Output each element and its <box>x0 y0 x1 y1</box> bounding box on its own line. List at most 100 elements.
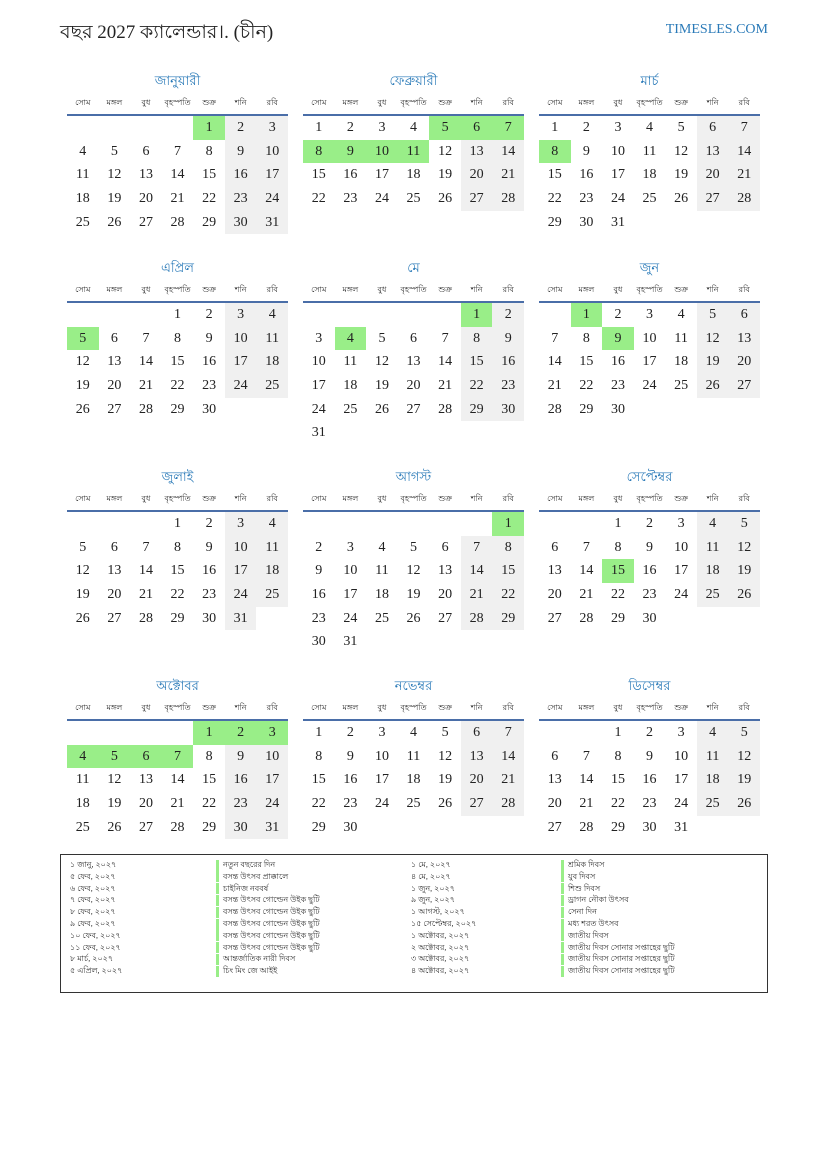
day-cell[interactable]: 2 <box>646 516 654 531</box>
day-cell[interactable]: 19 <box>406 587 421 603</box>
holiday-day[interactable]: 5 <box>67 326 99 351</box>
day-cell[interactable]: 20 <box>728 350 761 375</box>
day-cell[interactable]: 7 <box>582 748 590 764</box>
day-cell[interactable]: 20 <box>406 378 421 394</box>
day-cell[interactable]: 18 <box>696 559 729 584</box>
day-cell[interactable]: 25 <box>642 191 657 207</box>
day-cell[interactable]: 1 <box>614 725 622 740</box>
day-cell[interactable]: 12 <box>696 326 729 351</box>
day-cell[interactable]: 4 <box>410 120 418 135</box>
day-cell[interactable]: 5 <box>696 303 729 327</box>
day-cell[interactable]: 26 <box>438 191 453 207</box>
day-cell[interactable]: 27 <box>406 401 421 417</box>
day-cell[interactable]: 11 <box>256 535 289 560</box>
day-cell[interactable]: 16 <box>642 563 657 579</box>
holiday-day[interactable]: 15 <box>602 559 634 584</box>
day-cell[interactable]: 17 <box>674 772 689 788</box>
day-cell[interactable]: 26 <box>75 401 90 417</box>
day-cell[interactable]: 13 <box>460 744 493 769</box>
day-cell[interactable]: 25 <box>406 796 421 812</box>
day-cell[interactable]: 28 <box>138 401 153 417</box>
day-cell[interactable]: 23 <box>343 191 358 207</box>
day-cell[interactable]: 22 <box>610 796 625 812</box>
day-cell[interactable]: 27 <box>547 610 562 626</box>
day-cell[interactable]: 26 <box>728 583 761 607</box>
day-cell[interactable]: 18 <box>642 167 657 183</box>
day-cell[interactable]: 28 <box>492 792 525 816</box>
day-cell[interactable]: 7 <box>492 721 525 745</box>
day-cell[interactable]: 23 <box>202 378 217 394</box>
day-cell[interactable]: 2 <box>614 307 622 322</box>
day-cell[interactable]: 8 <box>205 748 213 764</box>
day-cell[interactable]: 22 <box>202 796 217 812</box>
day-cell[interactable]: 4 <box>696 512 729 536</box>
holiday-day[interactable]: 1 <box>460 303 493 327</box>
day-cell[interactable]: 29 <box>311 819 326 835</box>
day-cell[interactable]: 10 <box>343 563 358 579</box>
day-cell[interactable]: 15 <box>610 772 625 788</box>
day-cell[interactable]: 3 <box>677 725 685 740</box>
day-cell[interactable]: 12 <box>374 354 389 370</box>
day-cell[interactable]: 14 <box>438 354 453 370</box>
day-cell[interactable]: 16 <box>492 350 525 375</box>
day-cell[interactable]: 24 <box>224 583 257 607</box>
day-cell[interactable]: 13 <box>138 167 153 183</box>
day-cell[interactable]: 29 <box>460 397 493 422</box>
day-cell[interactable]: 8 <box>174 330 182 346</box>
day-cell[interactable]: 12 <box>75 563 90 579</box>
day-cell[interactable]: 18 <box>406 772 421 788</box>
day-cell[interactable]: 16 <box>642 772 657 788</box>
holiday-day[interactable]: 9 <box>334 139 367 164</box>
day-cell[interactable]: 5 <box>677 120 685 135</box>
day-cell[interactable]: 23 <box>610 378 625 394</box>
day-cell[interactable]: 11 <box>375 563 389 579</box>
day-cell[interactable]: 7 <box>582 539 590 555</box>
day-cell[interactable]: 20 <box>138 796 153 812</box>
day-cell[interactable]: 10 <box>224 535 257 560</box>
day-cell[interactable]: 14 <box>579 563 594 579</box>
day-cell[interactable]: 11 <box>696 744 729 769</box>
day-cell[interactable]: 29 <box>170 610 185 626</box>
day-cell[interactable]: 28 <box>138 610 153 626</box>
day-cell[interactable]: 30 <box>311 634 326 650</box>
holiday-day[interactable]: 5 <box>429 116 461 140</box>
day-cell[interactable]: 30 <box>642 819 657 835</box>
day-cell[interactable]: 23 <box>224 792 257 816</box>
day-cell[interactable]: 16 <box>202 354 217 370</box>
day-cell[interactable]: 16 <box>343 167 358 183</box>
day-cell[interactable]: 9 <box>205 330 213 346</box>
day-cell[interactable]: 3 <box>378 120 386 135</box>
day-cell[interactable]: 14 <box>579 772 594 788</box>
day-cell[interactable]: 23 <box>343 796 358 812</box>
day-cell[interactable]: 30 <box>224 210 257 235</box>
site-link[interactable]: TIMESLES.COM <box>665 22 768 37</box>
day-cell[interactable]: 27 <box>696 187 729 211</box>
day-cell[interactable]: 30 <box>492 397 525 422</box>
day-cell[interactable]: 26 <box>438 796 453 812</box>
day-cell[interactable]: 27 <box>547 819 562 835</box>
day-cell[interactable]: 2 <box>205 516 213 531</box>
day-cell[interactable]: 15 <box>579 354 594 370</box>
day-cell[interactable]: 28 <box>728 187 761 211</box>
day-cell[interactable]: 18 <box>343 378 358 394</box>
day-cell[interactable]: 16 <box>343 772 358 788</box>
day-cell[interactable]: 17 <box>674 563 689 579</box>
holiday-day[interactable]: 7 <box>492 116 525 140</box>
day-cell[interactable]: 20 <box>460 163 493 188</box>
day-cell[interactable]: 9 <box>646 748 654 764</box>
day-cell[interactable]: 8 <box>614 748 622 764</box>
day-cell[interactable]: 31 <box>610 214 625 230</box>
day-cell[interactable]: 2 <box>224 116 257 140</box>
day-cell[interactable]: 28 <box>579 610 594 626</box>
day-cell[interactable]: 23 <box>492 374 525 398</box>
day-cell[interactable]: 27 <box>107 610 122 626</box>
day-cell[interactable]: 26 <box>107 214 122 230</box>
day-cell[interactable]: 4 <box>256 512 289 536</box>
day-cell[interactable]: 22 <box>311 796 326 812</box>
day-cell[interactable]: 16 <box>311 587 326 603</box>
day-cell[interactable]: 20 <box>438 587 453 603</box>
day-cell[interactable]: 15 <box>311 772 326 788</box>
day-cell[interactable]: 31 <box>674 819 689 835</box>
day-cell[interactable]: 12 <box>438 143 453 159</box>
day-cell[interactable]: 14 <box>138 354 153 370</box>
